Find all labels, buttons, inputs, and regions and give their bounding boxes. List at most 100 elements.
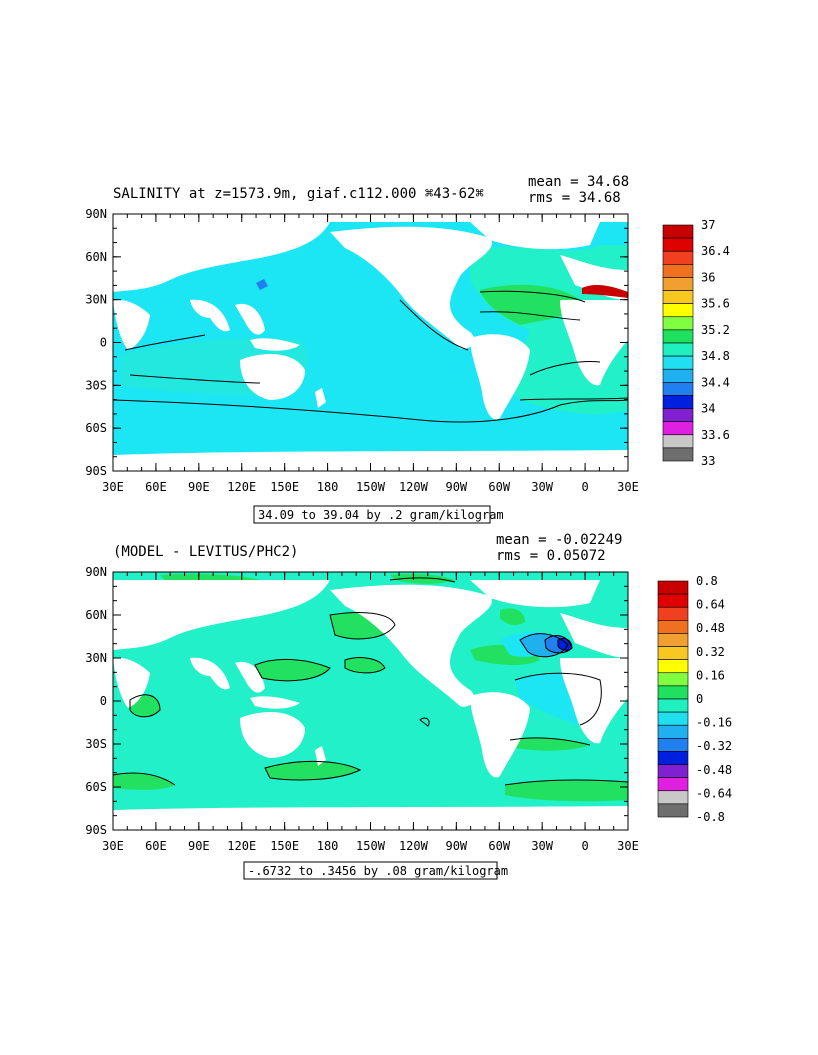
x-tick-label: 90W: [445, 839, 467, 853]
x-tick-label: 30W: [531, 839, 553, 853]
colorbar-swatch: [662, 355, 694, 370]
y-tick-label: 60N: [85, 250, 107, 264]
colorbar-swatch: [657, 620, 689, 634]
colorbar-swatch: [662, 408, 694, 422]
range-label: -.6732 to .3456 by .08 gram/kilogram: [248, 864, 508, 878]
colorbar-swatch: [657, 646, 689, 660]
colorbar-label: 36.4: [701, 244, 730, 258]
x-tick-label: 150E: [270, 480, 299, 494]
colorbar-swatch: [662, 382, 694, 396]
colorbar-swatch: [657, 698, 689, 713]
contours: [113, 577, 628, 786]
x-tick-label: 60E: [145, 480, 167, 494]
colorbar-swatch: [662, 316, 694, 331]
colorbar-swatch: [657, 685, 689, 700]
x-tick-label: 0: [581, 839, 588, 853]
x-tick-label: 30W: [531, 480, 553, 494]
y-tick-label: 30S: [85, 737, 107, 751]
colorbar-label: -0.8: [696, 810, 725, 824]
x-tick-label: 120W: [399, 480, 429, 494]
colorbar-label: 33.6: [701, 428, 730, 442]
colorbar-swatch: [662, 290, 694, 304]
colorbar-label: -0.64: [696, 786, 732, 800]
colorbar-swatch: [657, 803, 689, 818]
x-tick-label: 30E: [617, 480, 639, 494]
colorbar-swatch: [657, 777, 689, 792]
x-tick-label: 90E: [188, 839, 210, 853]
colorbar-label: 0.32: [696, 645, 725, 659]
contours: [113, 290, 628, 423]
colorbar-swatch: [662, 277, 694, 291]
colorbar-swatch: [657, 606, 689, 621]
colorbar-swatch: [662, 421, 694, 436]
colorbar-label: -0.16: [696, 716, 732, 730]
x-tick-label: 120E: [227, 480, 256, 494]
x-tick-label: 150W: [356, 480, 386, 494]
x-tick-label: 0: [581, 480, 588, 494]
x-tick-label: 30E: [102, 480, 124, 494]
colorbar-label: 0.64: [696, 598, 725, 612]
y-tick-label: 30S: [85, 378, 107, 392]
land: [113, 580, 628, 830]
colorbar-swatch: [657, 724, 689, 739]
colorbar-swatch: [657, 672, 689, 687]
x-tick-label: 30E: [617, 839, 639, 853]
colorbar-swatch: [657, 593, 689, 608]
colorbar-swatch: [657, 659, 689, 674]
y-tick-label: 30N: [85, 651, 107, 665]
mean-label: mean = 34.68: [528, 174, 629, 190]
colorbar: 37 36.4 36 35.6 35.2 34.8 34.4 34 33.6 33: [662, 218, 730, 468]
colorbar-swatch: [662, 434, 694, 449]
axes: 30E 60E 90E 120E 150E 180 150W 120W 90W 60W 30W 0 30…: [85, 207, 639, 494]
colorbar-swatch: [657, 790, 689, 805]
colorbar-label: -0.48: [696, 763, 732, 777]
colorbar-label: 0.16: [696, 668, 725, 682]
salinity-map: [113, 214, 628, 471]
axes: 30E 60E 90E 120E 150E 180 150W 120W 90W 60W 30W 0 30…: [85, 565, 639, 853]
colorbar-label: 37: [701, 218, 715, 232]
colorbar-swatch: [657, 764, 689, 778]
colorbar-swatch: [662, 237, 694, 252]
colorbar-swatch: [662, 342, 694, 357]
x-tick-label: 180: [317, 480, 339, 494]
y-tick-label: 60N: [85, 608, 107, 622]
colorbar-swatch: [662, 395, 694, 409]
difference-map: [113, 572, 628, 830]
mean-label: mean = -0.02249: [496, 532, 622, 548]
rms-label: rms = 0.05072: [496, 548, 606, 564]
x-tick-label: 60W: [488, 480, 510, 494]
colorbar-label: 34: [701, 402, 715, 416]
colorbar-label: 33: [701, 454, 715, 468]
colorbar-label: 0: [696, 692, 703, 706]
x-tick-label: 150W: [356, 839, 386, 853]
colorbar-swatch: [657, 738, 689, 752]
colorbar-swatch: [662, 368, 694, 383]
colorbar-swatch: [657, 751, 689, 765]
land: [113, 222, 628, 471]
x-tick-label: 30E: [102, 839, 124, 853]
x-tick-label: 90W: [445, 480, 467, 494]
colorbar-swatch: [662, 224, 694, 239]
y-tick-label: 90S: [85, 823, 107, 837]
panel-title: (MODEL - LEVITUS/PHC2): [113, 544, 298, 560]
x-tick-label: 120W: [399, 839, 429, 853]
colorbar-swatch: [662, 447, 694, 462]
colorbar-label: 35.6: [701, 297, 730, 311]
y-tick-label: 90N: [85, 565, 107, 579]
y-tick-label: 90S: [85, 464, 107, 478]
rms-label: rms = 34.68: [528, 190, 621, 206]
y-tick-label: 90N: [85, 207, 107, 221]
x-tick-label: 60W: [488, 839, 510, 853]
x-tick-label: 90E: [188, 480, 210, 494]
colorbar-swatch: [662, 329, 694, 344]
range-label: 34.09 to 39.04 by .2 gram/kilogram: [258, 508, 504, 522]
colorbar-label: 34.8: [701, 349, 730, 363]
y-tick-label: 0: [100, 336, 107, 350]
panel-title: SALINITY at z=1573.9m, giaf.c112.000 ⌘43…: [113, 186, 484, 202]
y-tick-label: 30N: [85, 293, 107, 307]
colorbar-swatch: [662, 250, 694, 265]
x-tick-label: 150E: [270, 839, 299, 853]
colorbar-swatch: [657, 580, 689, 595]
colorbar-swatch: [657, 711, 689, 726]
